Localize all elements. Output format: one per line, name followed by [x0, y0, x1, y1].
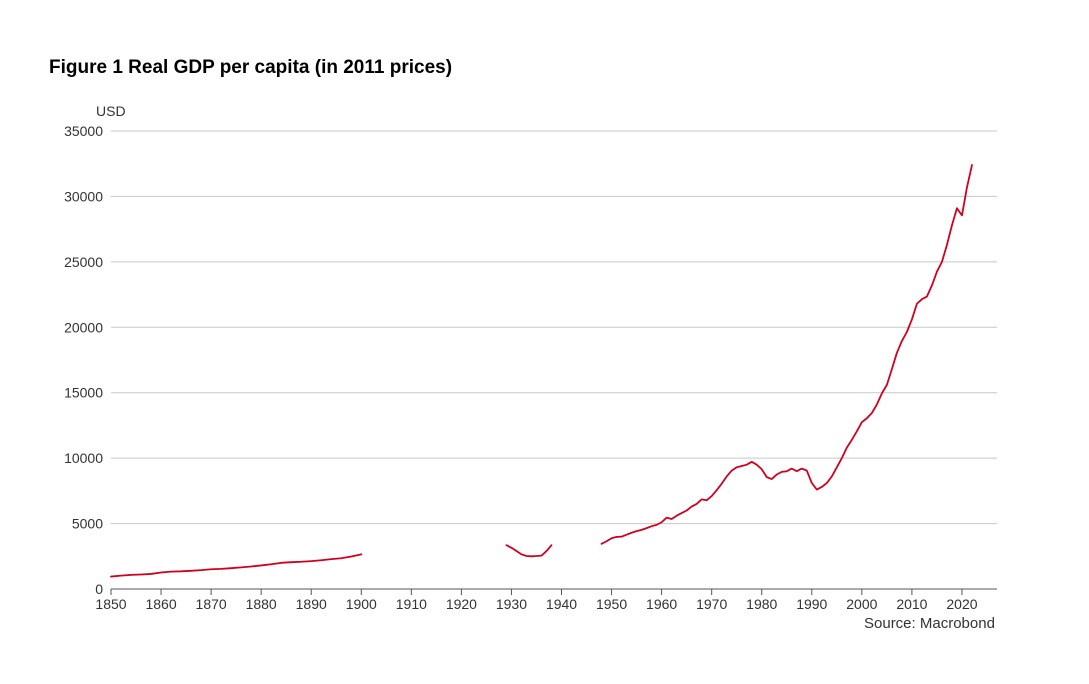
- axes: 0 5000 10000 15000 20000 25000 30000 35000 1850 1…: [64, 123, 997, 612]
- x-tick-label: 1950: [596, 596, 627, 612]
- x-tick-label: 1960: [646, 596, 677, 612]
- y-tick-label: 20000: [64, 319, 103, 335]
- x-tick-label: 1980: [746, 596, 777, 612]
- x-tick-label: 1990: [796, 596, 827, 612]
- x-tick-label: 2020: [946, 596, 977, 612]
- x-tick-label: 1940: [546, 596, 577, 612]
- x-tick-label: 1860: [145, 596, 176, 612]
- y-tick-label: 30000: [64, 188, 103, 204]
- gridlines: [111, 130, 997, 525]
- y-tick-label: 25000: [64, 254, 103, 270]
- y-tick-label: 0: [95, 581, 103, 597]
- y-tick-label: 10000: [64, 450, 103, 466]
- series-lines: [110, 164, 973, 578]
- y-tick-label: 5000: [72, 516, 103, 532]
- x-tick-label: 1850: [95, 596, 126, 612]
- x-tick-label: 1920: [446, 596, 477, 612]
- source-note: Source: Macrobond: [864, 615, 995, 632]
- x-tick-label: 2000: [846, 596, 877, 612]
- series-line-segment-1: [110, 553, 363, 578]
- y-tick-label: 15000: [64, 385, 103, 401]
- series-line-segment-2: [505, 544, 553, 558]
- x-tick-label: 1930: [496, 596, 527, 612]
- x-tick-label: 1890: [296, 596, 327, 612]
- chart-title: Figure 1 Real GDP per capita (in 2011 pr…: [49, 57, 453, 78]
- x-tick-label: 1880: [246, 596, 277, 612]
- x-tick-label: 1900: [346, 596, 377, 612]
- x-tick-label: 1870: [196, 596, 227, 612]
- y-tick-label: 35000: [64, 123, 103, 139]
- x-tick-label: 2010: [896, 596, 927, 612]
- x-tick-label: 1970: [696, 596, 727, 612]
- y-axis-unit-label: USD: [96, 103, 126, 119]
- x-tick-label: 1910: [396, 596, 427, 612]
- series-line-segment-3: [600, 164, 973, 545]
